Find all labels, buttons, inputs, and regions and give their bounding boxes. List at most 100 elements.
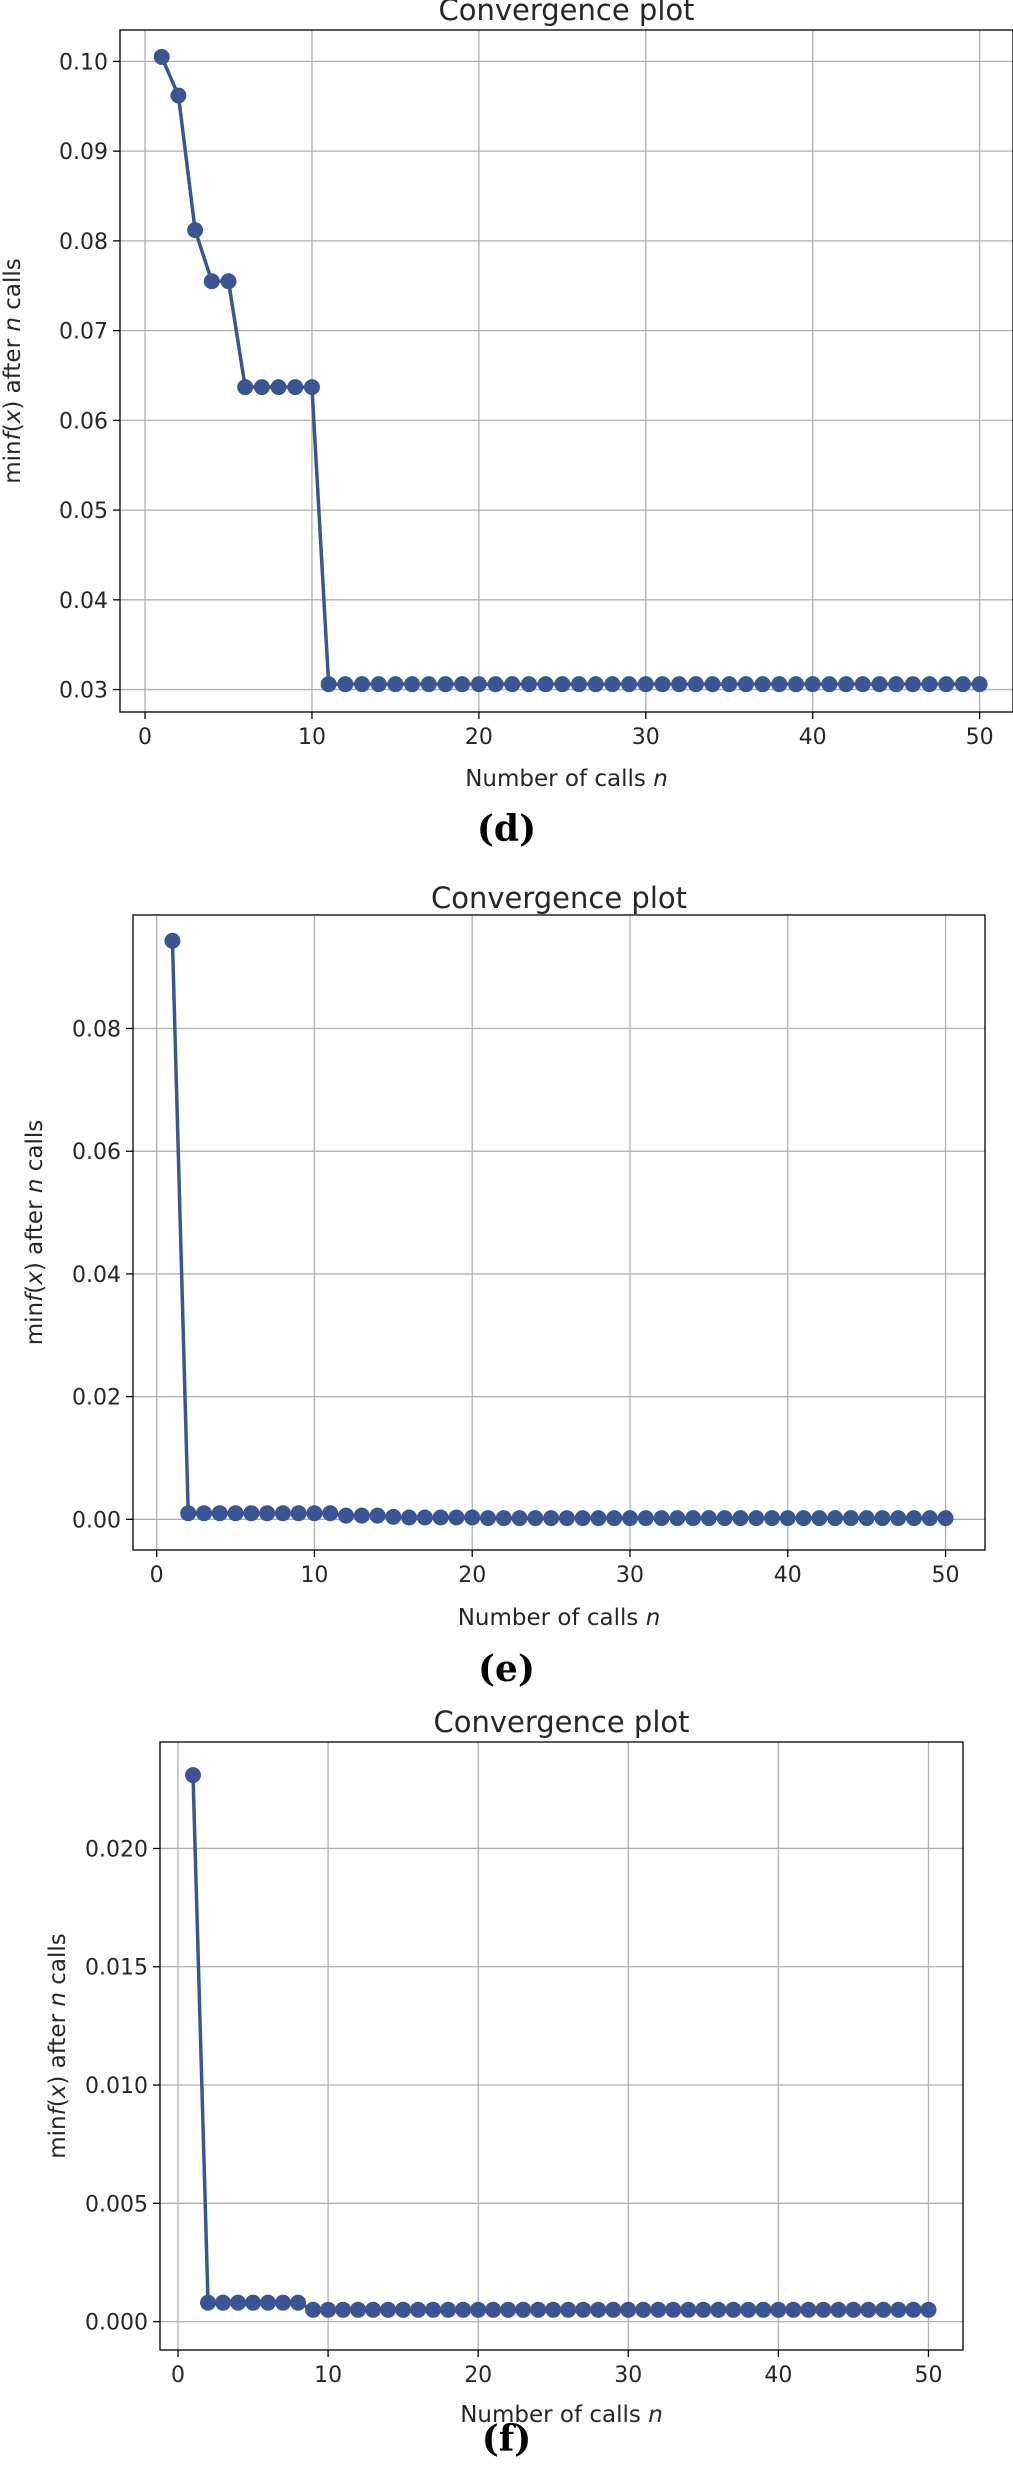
data-point (259, 1505, 276, 1522)
data-point (185, 1767, 202, 1784)
y-tick-label: 0.06 (72, 1140, 121, 1165)
y-tick-label: 0.05 (59, 499, 108, 524)
data-point (590, 1510, 607, 1527)
data-point (671, 676, 688, 693)
data-point (487, 676, 504, 693)
y-axis-label: minf(x) after n calls (45, 1933, 71, 2159)
convergence-line (170, 940, 946, 1520)
caption-d: (d) (476, 808, 537, 850)
data-point (504, 676, 521, 693)
data-point (654, 676, 671, 693)
data-point (620, 2301, 637, 2318)
data-point (290, 1505, 307, 1522)
data-point (485, 2301, 502, 2318)
data-point (287, 379, 304, 396)
y-tick-label: 0.02 (72, 1386, 121, 1411)
convergence-line (191, 1775, 929, 2312)
data-point (320, 2301, 337, 2318)
data-point (170, 87, 187, 104)
data-point (196, 1505, 212, 1522)
data-point (785, 2301, 802, 2318)
data-point (788, 676, 805, 693)
data-point (275, 2294, 292, 2311)
data-point (771, 676, 788, 693)
data-point (448, 1509, 465, 1526)
data-point (860, 2301, 877, 2318)
data-point (571, 676, 588, 693)
grid (133, 915, 985, 1550)
data-point (680, 2301, 697, 2318)
x-tick-label: 30 (616, 1563, 644, 1588)
data-point (830, 2301, 847, 2318)
data-point (764, 1510, 780, 1527)
data-point (455, 2301, 472, 2318)
data-point (365, 2301, 382, 2318)
data-point (335, 2301, 352, 2318)
data-point (470, 2301, 487, 2318)
data-point (322, 1505, 339, 1522)
data-point (470, 676, 487, 693)
data-point (290, 2294, 307, 2311)
data-point (211, 1505, 228, 1522)
data-point (842, 1510, 859, 1527)
data-point (454, 676, 471, 693)
data-point (605, 2301, 622, 2318)
grid (160, 1742, 963, 2350)
chart-title: Convergence plot (438, 0, 694, 27)
data-point (387, 676, 404, 693)
y-tick-label: 0.07 (59, 320, 108, 345)
data-point (921, 1510, 938, 1527)
data-point (511, 1510, 528, 1527)
data-point (416, 1509, 433, 1526)
data-point (725, 2301, 742, 2318)
x-tick-label: 20 (458, 1563, 486, 1588)
data-point (811, 1510, 828, 1527)
x-tick-label: 0 (171, 2363, 185, 2388)
data-point (237, 379, 254, 396)
x-tick-label: 10 (300, 1563, 328, 1588)
x-tick-label: 50 (966, 725, 994, 750)
data-point (622, 1510, 638, 1527)
y-tick-label: 0.00 (72, 1508, 121, 1533)
data-point (350, 2301, 367, 2318)
data-point (740, 2301, 757, 2318)
data-point (220, 273, 237, 290)
data-point (921, 676, 938, 693)
x-tick-label: 10 (314, 2363, 342, 2388)
data-point (904, 676, 921, 693)
data-point (320, 676, 337, 693)
data-point (306, 1505, 323, 1522)
data-point (635, 2301, 652, 2318)
data-point (575, 2301, 592, 2318)
data-point (200, 2294, 217, 2311)
x-tick-label: 0 (138, 725, 152, 750)
data-point (795, 1510, 812, 1527)
data-point (874, 1510, 891, 1527)
caption-f: (f) (481, 2418, 532, 2460)
data-point (754, 676, 771, 693)
data-point (180, 1505, 197, 1522)
chart-panel-e: 0 10 20 30 40 50 0.00 0.02 0.04 0.06 0.08 Convergen… (0, 870, 1013, 1700)
y-tick-label: 0.06 (59, 409, 108, 434)
data-point (425, 2301, 442, 2318)
x-tick-label: 0 (150, 1563, 164, 1588)
data-point (530, 2301, 547, 2318)
data-point (669, 1510, 686, 1527)
data-point (253, 379, 270, 396)
data-point (353, 1507, 370, 1524)
data-point (437, 676, 454, 693)
data-point (464, 1509, 481, 1526)
x-tick-label: 40 (774, 1563, 802, 1588)
y-tick-label: 0.015 (85, 1956, 148, 1981)
data-point (187, 222, 204, 239)
data-point (420, 676, 437, 693)
convergence-chart-d: 0 10 20 30 40 50 0.03 0.04 0.05 0.06 0.07 0.08 0.09 0… (0, 0, 1013, 792)
data-point (260, 2294, 277, 2311)
data-point (637, 1510, 654, 1527)
data-point (890, 2301, 907, 2318)
data-point (732, 1510, 749, 1527)
data-point (404, 676, 421, 693)
data-point (665, 2301, 682, 2318)
data-point (650, 2301, 667, 2318)
data-point (587, 676, 604, 693)
